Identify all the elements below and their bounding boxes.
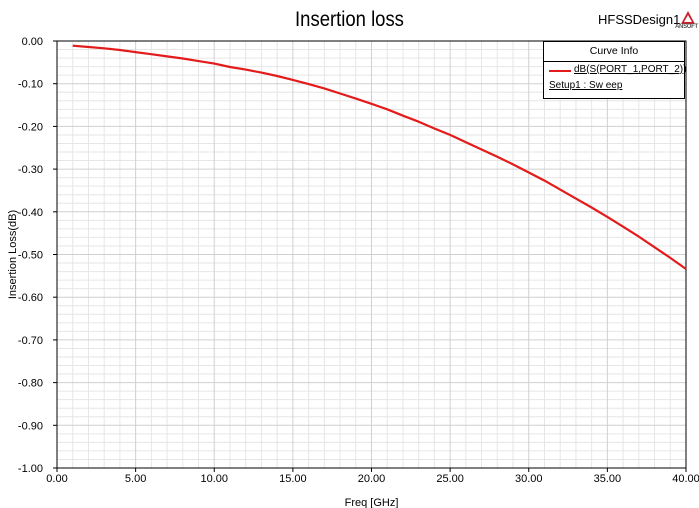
y-tick-label: -0.50 [18,250,43,262]
y-tick-label: 0.00 [22,36,43,48]
x-tick-label: 25.00 [436,473,464,485]
legend-series-label[interactable]: dB(S(PORT_1,PORT_2)) [574,64,687,75]
x-tick-label: 30.00 [515,473,543,485]
chart-title: Insertion loss [295,8,404,31]
x-tick-label: 0.00 [46,473,67,485]
y-tick-label: -0.60 [18,292,43,304]
x-axis-label: Freq [GHz] [345,497,399,508]
x-tick-label: 15.00 [279,473,307,485]
legend-setup-label[interactable]: Setup1 : Sw eep [549,80,623,91]
y-axis-label: Insertion Loss(dB) [7,210,19,299]
x-tick-label: 35.00 [594,473,622,485]
legend-swatch [549,70,571,72]
y-tick-label: -0.80 [18,378,43,390]
x-tick-label: 10.00 [200,473,228,485]
y-tick-label: -0.40 [18,207,43,219]
legend-box[interactable]: Curve Info dB(S(PORT_1,PORT_2)) Setup1 :… [543,41,687,99]
ansoft-logo-icon [681,11,695,24]
logo-triangle-inner [684,15,692,22]
y-tick-label: -0.70 [18,335,43,347]
y-tick-label: -0.30 [18,164,43,176]
ansoft-logo-text: ANSOFT [675,24,698,30]
x-tick-label: 40.00 [672,473,699,485]
y-tick-label: -0.20 [18,121,43,133]
x-tick-label: 5.00 [125,473,146,485]
x-tick-label: 20.00 [358,473,386,485]
series-line [72,44,687,270]
project-name: HFSSDesign1 [598,12,681,27]
y-tick-label: -0.10 [18,79,43,91]
legend-header: Curve Info [544,42,684,62]
y-tick-label: -1.00 [18,463,43,475]
y-tick-label: -0.90 [18,420,43,432]
